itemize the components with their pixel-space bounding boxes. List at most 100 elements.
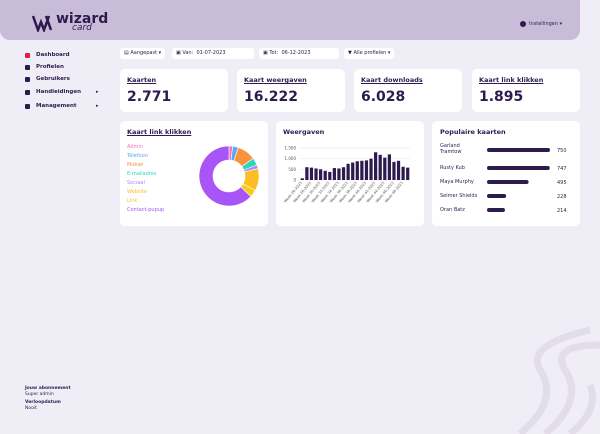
stat-label: Kaart weergaven: [244, 76, 307, 84]
bar: [323, 170, 327, 180]
sidebar-icon: [25, 53, 30, 58]
sidebar-icon: [25, 77, 30, 82]
from-date: 01-07-2023: [196, 50, 226, 56]
stat-card: [472, 69, 580, 112]
bar: [309, 167, 314, 180]
decor-waves: [517, 326, 600, 434]
sidebar-icon: [25, 104, 30, 109]
donut-card: [120, 121, 268, 226]
bar: [383, 157, 387, 180]
bar: [378, 154, 382, 180]
logo-text: wizard: [56, 11, 109, 27]
legend-entry: Contact-pupup: [127, 207, 164, 213]
settings-label: Instellingen: [529, 21, 559, 27]
legend-entry: Sociaal: [127, 180, 145, 186]
popular-name: Rusty Kub: [440, 165, 465, 171]
to-date: 06-12-2023: [281, 50, 311, 56]
bar: [337, 168, 341, 180]
bar: [374, 152, 378, 180]
bar: [328, 171, 332, 180]
bar: [387, 154, 391, 180]
bar: [300, 178, 304, 180]
sidebar-chevron: ▸: [96, 103, 99, 109]
bar: [351, 162, 355, 180]
stat-value: 16.222: [244, 89, 299, 105]
bar: [369, 158, 373, 180]
bar: [346, 163, 350, 180]
popular-name: Selmer Shields: [440, 193, 478, 199]
subscription-value: Super admin: [25, 392, 54, 397]
popular-bar: [487, 166, 550, 170]
popular-value: 214: [557, 208, 567, 214]
sidebar-item[interactable]: Handleidingen: [36, 89, 81, 95]
popular-bar: [487, 148, 550, 152]
stat-value: 6.028: [361, 89, 406, 105]
sidebar-item[interactable]: Gebruikers: [36, 76, 70, 82]
from-filter[interactable]: ▣ Van: 01-07-2023: [172, 48, 254, 59]
bar: [360, 160, 364, 180]
subscription-label: Jouw abonnement: [25, 386, 71, 391]
popular-title: Populaire kaarten: [440, 128, 506, 136]
sidebar-chevron: ▸: [96, 89, 99, 95]
to-label: Tot:: [269, 50, 279, 56]
bar: [314, 168, 318, 180]
bar: [332, 168, 336, 180]
bar: [305, 167, 309, 180]
bar: [355, 161, 359, 180]
settings-button[interactable]: Instellingen ▾: [529, 21, 563, 27]
legend-entry: E-mailadres: [127, 171, 157, 177]
bar: [401, 166, 405, 180]
period-filter[interactable]: ▤ Aangepast ▾: [120, 48, 166, 59]
from-label: Van:: [182, 50, 194, 56]
bar: [392, 161, 396, 180]
bar: [364, 160, 369, 180]
stat-value: 1.895: [479, 89, 524, 105]
legend-entry: Mobiel: [127, 162, 143, 168]
sidebar-icon: [25, 90, 30, 95]
profiles-label: Alle profielen: [353, 50, 387, 56]
stat-label: Kaart link klikken: [479, 76, 544, 84]
y-tick-label: 500: [288, 167, 296, 172]
header: [0, 0, 580, 40]
sidebar-item[interactable]: Dashboard: [36, 52, 70, 58]
bar: [406, 167, 410, 180]
legend-entry: Admin: [127, 144, 143, 150]
popular-bar: [487, 208, 505, 212]
expiry-value: Nooit: [25, 406, 37, 411]
stat-label: Kaart downloads: [361, 76, 423, 84]
logo-subtext: card: [72, 23, 92, 33]
popular-card: [432, 121, 580, 226]
to-filter[interactable]: ▣ Tot: 06-12-2023: [259, 48, 339, 59]
popular-value: 747: [557, 166, 567, 172]
sidebar-icon: [25, 65, 30, 70]
popular-value: 750: [557, 148, 567, 154]
expiry-label: Verloopdatum: [25, 400, 61, 405]
bar: [341, 167, 346, 180]
popular-name: Maya Murphy: [440, 179, 474, 185]
y-tick-label: 1.000: [285, 156, 297, 161]
legend-entry: Website: [127, 189, 147, 195]
stat-value: 2.771: [127, 89, 172, 105]
popular-bar: [487, 194, 507, 198]
popular-value: 495: [557, 180, 567, 186]
legend-entry: Telefoon: [126, 153, 148, 159]
donut-title: Kaart link klikken: [127, 128, 192, 136]
bar-title: Weergaven: [283, 128, 325, 136]
settings-icon: [520, 21, 526, 27]
sidebar-item[interactable]: Management: [36, 103, 77, 109]
popular-value: 228: [557, 194, 567, 200]
profiles-filter[interactable]: ▼ Alle profielen ▾: [344, 48, 395, 59]
bar: [396, 160, 401, 180]
sidebar-item[interactable]: Profielen: [36, 64, 64, 70]
logo-mark: [32, 15, 53, 32]
donut-slice: [198, 145, 252, 207]
period-label: Aangepast: [130, 50, 158, 56]
stat-card: [120, 69, 228, 112]
popular-name: Oran Batz: [440, 207, 465, 213]
bar: [319, 169, 323, 180]
y-tick-label: 1.500: [285, 146, 297, 151]
popular-bar: [487, 180, 529, 184]
popular-name: Garland Tramtow: [440, 143, 462, 155]
